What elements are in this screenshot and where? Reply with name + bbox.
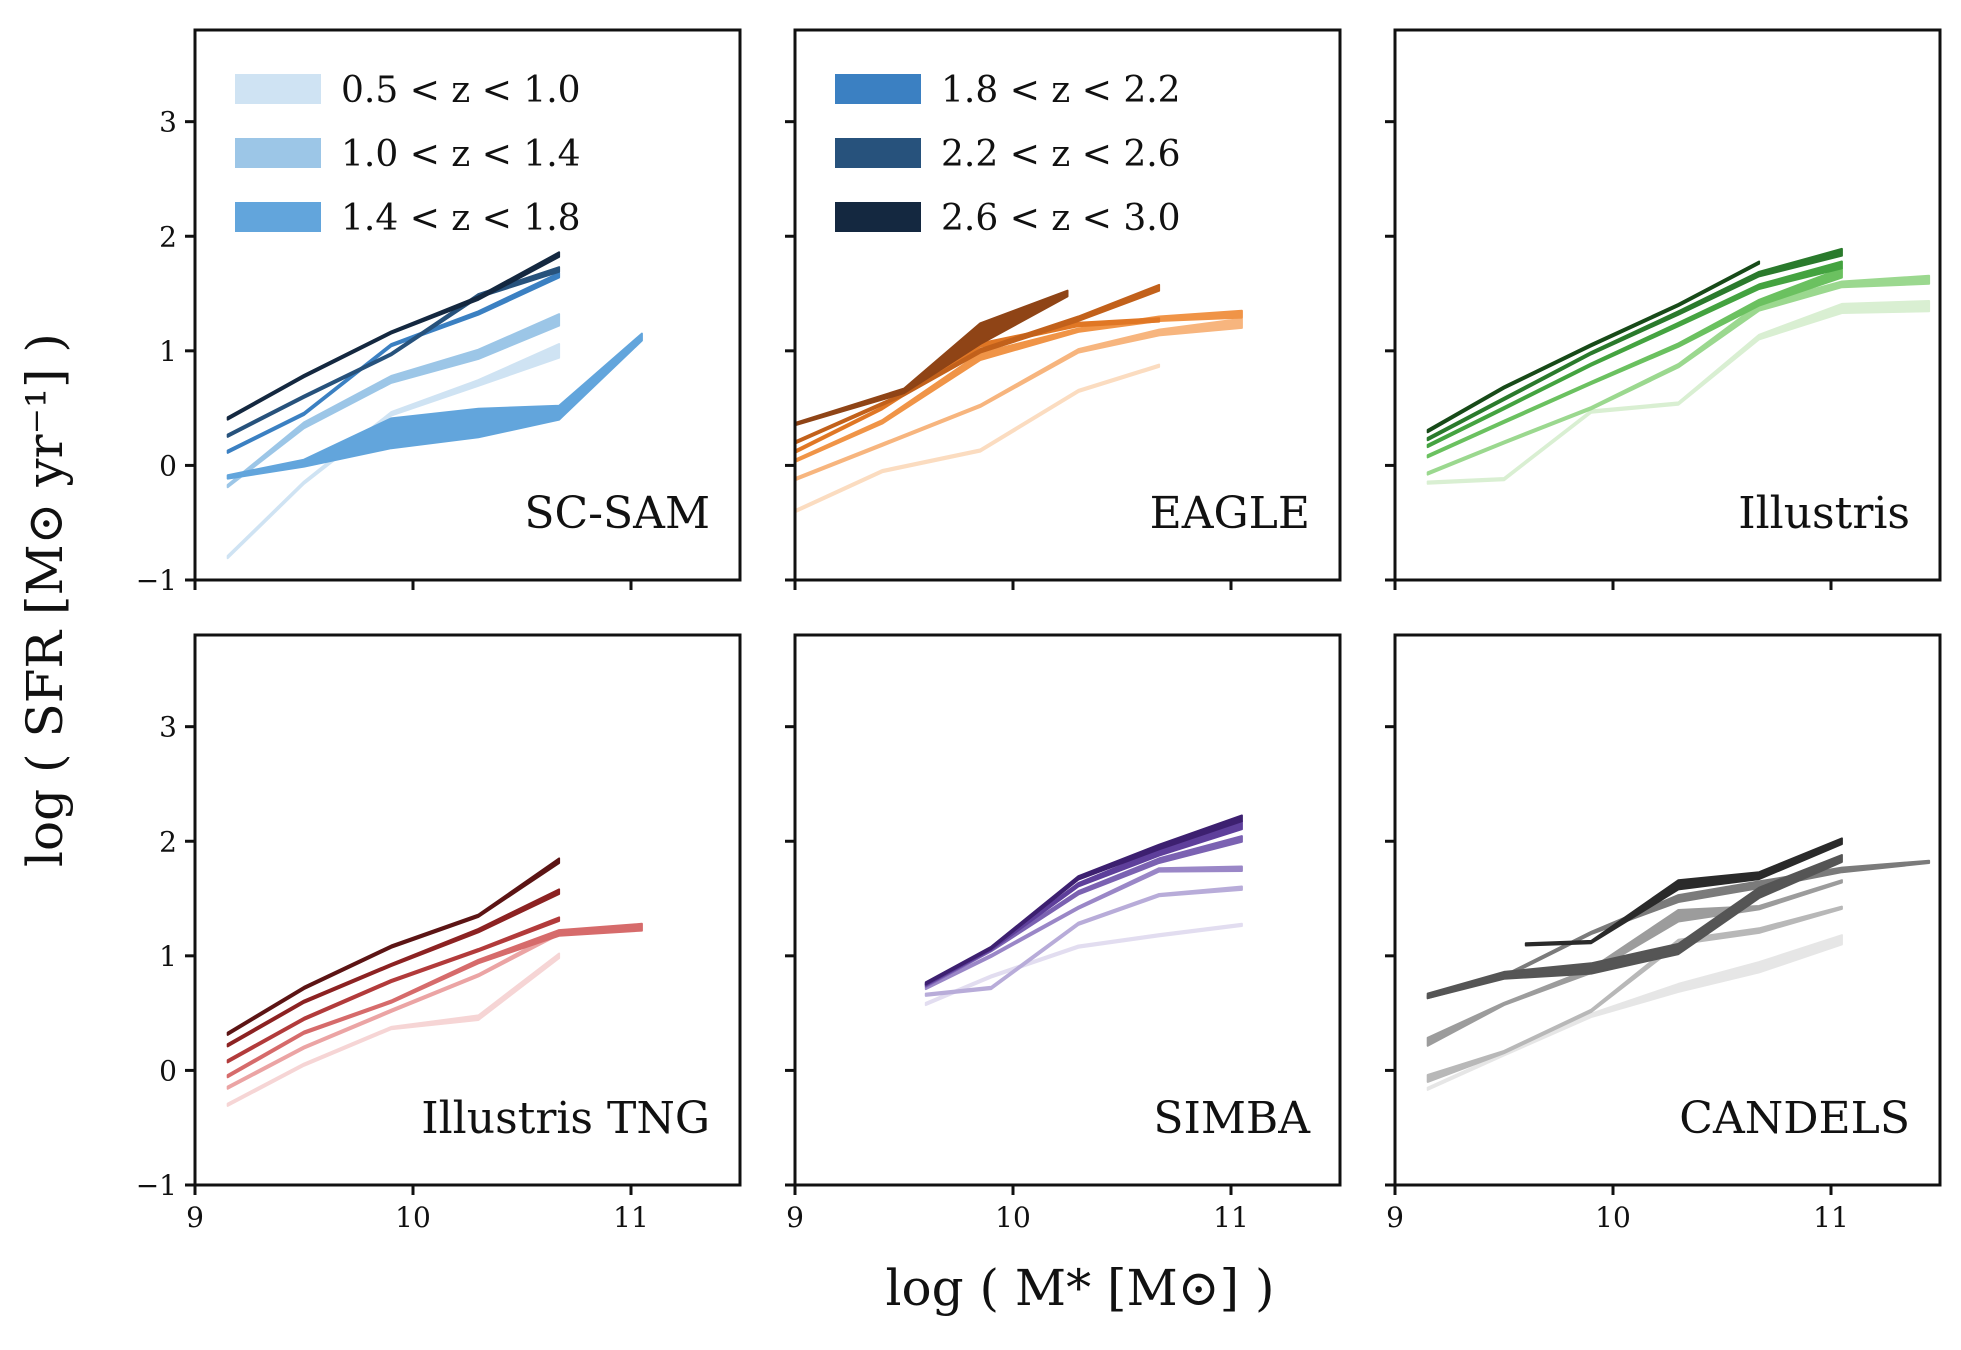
series-band	[226, 857, 561, 1036]
panel-title: CANDELS	[1679, 1093, 1910, 1144]
series-band	[924, 835, 1243, 988]
series-band	[1426, 905, 1843, 1083]
series-band	[794, 283, 1161, 445]
y-tick-label: 3	[159, 711, 177, 744]
legend-swatch	[235, 202, 321, 232]
y-axis-title: log ( SFR [M⊙ yr⁻¹] )	[16, 333, 74, 867]
panel-simba: 9 10 11 SIMBA	[785, 633, 1342, 1234]
series-band	[226, 266, 561, 438]
legend-label: 2.2 < z < 2.6	[941, 134, 1181, 175]
panel-eagle: EAGLE 1.8 < z < 2.2 2.2 < z < 2.6 2.6 < z <…	[785, 28, 1342, 590]
plot-area	[195, 635, 740, 1185]
y-tick-label: 3	[159, 106, 177, 139]
panel-title: EAGLE	[1150, 488, 1310, 539]
panel-frame	[1393, 633, 1942, 1187]
y-tick-label: 2	[159, 220, 177, 253]
legend-swatch	[835, 138, 921, 168]
x-axis-title: log ( M* [M⊙] )	[886, 1259, 1275, 1317]
y-tick-label: 0	[159, 449, 177, 482]
series-band	[226, 251, 561, 421]
plot-area	[1395, 635, 1940, 1185]
series-band	[1426, 260, 1843, 449]
series-band	[226, 952, 561, 1107]
y-tick-label: 2	[159, 825, 177, 858]
series-band	[226, 916, 561, 1064]
x-tick-label: 10	[1595, 1201, 1631, 1234]
y-tick-label: −1	[136, 564, 177, 597]
y-tick-label: 1	[159, 335, 177, 368]
x-tick-label: 10	[395, 1201, 431, 1234]
series-band	[924, 922, 1243, 1007]
y-tick-label: 1	[159, 940, 177, 973]
series-band	[794, 363, 1161, 514]
series-band	[1426, 934, 1843, 1091]
x-tick-label: 11	[1813, 1201, 1849, 1234]
series-band	[924, 865, 1243, 991]
series-band	[1426, 247, 1843, 442]
series-band	[924, 885, 1243, 997]
x-tick-label: 11	[1213, 1201, 1249, 1234]
panel-frame	[793, 633, 1342, 1187]
legend-label: 2.6 < z < 3.0	[941, 198, 1181, 239]
panel-title: SC-SAM	[524, 488, 710, 539]
legend-swatch	[235, 138, 321, 168]
panel-sc-sam: −1 0 1 2 3 SC-SAM 0.5 < z < 1.0 1.0 < z < 1.4 1.…	[136, 28, 742, 597]
panel-illustris-tng: −1 0 1 2 3 9 10 11 Illustris TNG	[136, 633, 742, 1234]
legend-swatch	[835, 202, 921, 232]
series-band	[226, 332, 643, 480]
series-band	[794, 289, 1069, 427]
series-band	[1426, 300, 1931, 485]
legend-label: 1.0 < z < 1.4	[341, 134, 581, 175]
series-band	[924, 814, 1243, 986]
series-band	[1524, 837, 1843, 947]
panel-candels: 9 10 11 CANDELS	[1385, 633, 1942, 1234]
x-tick-label: 11	[613, 1201, 649, 1234]
legend-label: 1.4 < z < 1.8	[341, 198, 581, 239]
x-tick-label: 9	[186, 1201, 204, 1234]
plot-area	[795, 635, 1340, 1185]
panels-group: −1 0 1 2 3 SC-SAM 0.5 < z < 1.0 1.0 < z < 1.4 1.…	[136, 28, 1942, 1234]
legend: 0.5 < z < 1.0 1.0 < z < 1.4 1.4 < z < 1.8	[235, 70, 581, 239]
series-band	[226, 922, 643, 1079]
x-tick-label: 9	[786, 1201, 804, 1234]
legend-label: 1.8 < z < 2.2	[941, 70, 1181, 111]
y-tick-label: 0	[159, 1054, 177, 1087]
x-tick-label: 10	[995, 1201, 1031, 1234]
panel-frame	[193, 28, 742, 582]
legend-swatch	[235, 74, 321, 104]
series-band	[1426, 274, 1931, 476]
series-band	[226, 313, 561, 489]
plot-area	[795, 30, 1340, 580]
y-tick-label: −1	[136, 1169, 177, 1202]
series-band	[794, 317, 1243, 482]
panel-title: Illustris	[1738, 488, 1910, 539]
panel-frame	[1393, 28, 1942, 582]
panel-illustris: Illustris	[1385, 28, 1942, 590]
legend-label: 0.5 < z < 1.0	[341, 70, 581, 111]
series-band	[1426, 854, 1843, 1000]
series-band	[226, 888, 561, 1048]
legend-swatch	[835, 74, 921, 104]
legend: 1.8 < z < 2.2 2.2 < z < 2.6 2.6 < z < 3.0	[835, 70, 1181, 239]
panel-title: Illustris TNG	[421, 1093, 710, 1144]
series-band	[1426, 260, 1761, 434]
panel-title: SIMBA	[1153, 1093, 1311, 1144]
panel-frame	[193, 633, 742, 1187]
series-band	[1426, 267, 1843, 459]
panel-frame	[793, 28, 1342, 582]
x-tick-label: 9	[1386, 1201, 1404, 1234]
